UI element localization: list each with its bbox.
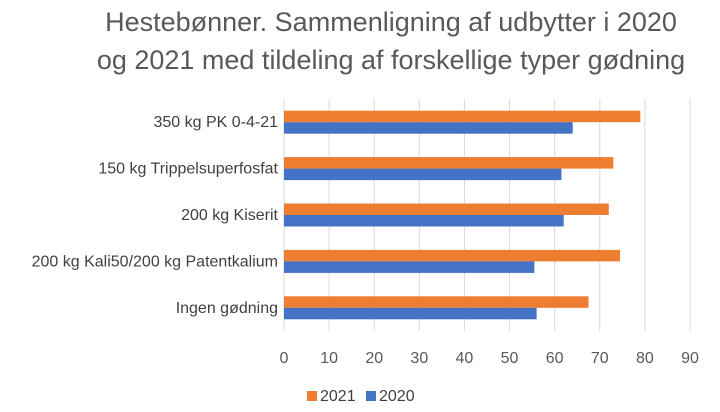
legend-swatch-2021 xyxy=(307,391,317,401)
category-label: 350 kg PK 0-4-21 xyxy=(153,114,278,131)
category-label: 200 kg Kiserit xyxy=(181,207,278,224)
x-axis-tick-labels: 0 10 20 30 40 50 60 70 80 90 xyxy=(280,350,699,367)
bar-2021-3 xyxy=(284,249,621,262)
bar-2020-2 xyxy=(284,215,564,227)
x-tick-label: 10 xyxy=(320,350,338,367)
chart-title-line-1: Hestebønner. Sammenligning af udbytter i… xyxy=(105,7,677,37)
chart-title: Hestebønner. Sammenligning af udbytter i… xyxy=(97,7,685,75)
x-tick-label: 30 xyxy=(410,350,428,367)
bar-2020-0 xyxy=(284,122,573,134)
x-tick-label: 60 xyxy=(546,350,564,367)
bar-2021-4 xyxy=(284,296,589,308)
x-tick-label: 50 xyxy=(501,350,519,367)
x-tick-label: 70 xyxy=(591,350,609,367)
bar-2021-1 xyxy=(284,157,614,169)
category-labels: 350 kg PK 0-4-21 150 kg Trippelsuperfosfa… xyxy=(32,114,279,317)
bar-2021-0 xyxy=(284,110,641,123)
category-label: Ingen gødning xyxy=(176,300,278,317)
chart-title-line-2: og 2021 med tildeling af forskellige typ… xyxy=(97,45,685,75)
bars xyxy=(284,110,641,320)
bar-2020-3 xyxy=(284,261,535,273)
legend-label-2020: 2020 xyxy=(379,388,415,405)
bar-2020-4 xyxy=(284,307,537,320)
x-tick-label: 20 xyxy=(365,350,383,367)
category-label: 150 kg Trippelsuperfosfat xyxy=(98,161,278,178)
x-tick-label: 0 xyxy=(280,350,289,367)
bar-2020-1 xyxy=(284,168,562,181)
x-tick-label: 40 xyxy=(456,350,474,367)
x-tick-label: 90 xyxy=(681,350,699,367)
category-label: 200 kg Kali50/200 kg Patentkalium xyxy=(32,253,278,270)
legend: 2021 2020 xyxy=(307,388,415,405)
legend-swatch-2020 xyxy=(366,391,376,401)
bar-2021-2 xyxy=(284,203,609,215)
legend-label-2021: 2021 xyxy=(320,388,356,405)
x-tick-label: 80 xyxy=(636,350,654,367)
